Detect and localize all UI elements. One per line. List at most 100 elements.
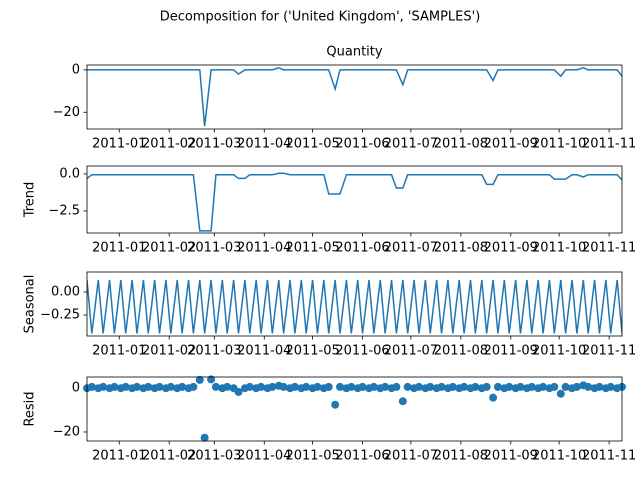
x-tick-label: 2011-06 bbox=[335, 449, 389, 464]
resid-point bbox=[87, 382, 96, 391]
resid-point bbox=[302, 382, 311, 391]
resid-point bbox=[268, 382, 277, 391]
resid-point bbox=[471, 382, 480, 391]
resid-point bbox=[437, 382, 446, 391]
x-tick-label: 2011-05 bbox=[285, 137, 339, 152]
x-tick-label: 2011-03 bbox=[187, 344, 241, 359]
x-tick-label: 2011-01 bbox=[92, 344, 146, 359]
x-tick-label: 2011-07 bbox=[384, 241, 438, 256]
resid-point bbox=[381, 382, 390, 391]
resid-point bbox=[493, 382, 502, 391]
x-tick-label: 2011-05 bbox=[285, 449, 339, 464]
x-tick-label: 2011-05 bbox=[285, 344, 339, 359]
resid-point bbox=[189, 382, 198, 391]
x-tick-label: 2011-11 bbox=[582, 449, 636, 464]
resid-point bbox=[223, 382, 232, 391]
resid-point bbox=[561, 382, 570, 391]
x-tick-label: 2011-06 bbox=[335, 344, 389, 359]
resid-point bbox=[347, 382, 356, 391]
y-tick-label: 0.00 bbox=[51, 284, 80, 299]
x-tick-label: 2011-08 bbox=[434, 449, 488, 464]
x-tick-label: 2011-09 bbox=[484, 344, 538, 359]
x-tick-label: 2011-08 bbox=[434, 241, 488, 256]
resid-point bbox=[392, 382, 401, 391]
x-tick-label: 2011-09 bbox=[484, 241, 538, 256]
x-tick-label: 2011-06 bbox=[335, 137, 389, 152]
resid-point bbox=[110, 382, 119, 391]
x-tick-label: 2011-02 bbox=[142, 137, 196, 152]
resid-point bbox=[144, 382, 153, 391]
x-tick-label: 2011-11 bbox=[582, 344, 636, 359]
y-tick-label: 0 bbox=[72, 380, 80, 395]
resid-point bbox=[257, 382, 266, 391]
x-tick-label: 2011-09 bbox=[484, 137, 538, 152]
resid-point bbox=[121, 382, 130, 391]
axes-frame bbox=[86, 165, 623, 234]
x-tick-label: 2011-04 bbox=[237, 344, 291, 359]
x-tick-label: 2011-02 bbox=[142, 344, 196, 359]
resid-point bbox=[166, 382, 175, 391]
resid-point bbox=[482, 382, 491, 391]
figure-title: Decomposition for ('United Kingdom', 'SA… bbox=[160, 10, 481, 25]
resid-point bbox=[290, 382, 299, 391]
y-axis-label: Trend bbox=[23, 182, 38, 219]
resid-point bbox=[369, 382, 378, 391]
resid-point bbox=[403, 382, 412, 391]
resid-point bbox=[313, 382, 322, 391]
resid-point bbox=[460, 382, 469, 391]
x-tick-label: 2011-04 bbox=[237, 449, 291, 464]
x-tick-label: 2011-01 bbox=[92, 449, 146, 464]
axes-title: Quantity bbox=[326, 45, 382, 60]
resid-point bbox=[398, 397, 407, 406]
resid-point bbox=[606, 382, 615, 391]
resid-point bbox=[324, 382, 333, 391]
resid-point bbox=[489, 393, 498, 402]
resid-point bbox=[505, 382, 514, 391]
axes-frame bbox=[86, 64, 623, 130]
resid-point bbox=[448, 382, 457, 391]
series-line bbox=[87, 279, 622, 334]
x-tick-label: 2011-08 bbox=[434, 344, 488, 359]
x-tick-label: 2011-03 bbox=[187, 449, 241, 464]
resid-point bbox=[207, 375, 216, 384]
x-tick-label: 2011-04 bbox=[237, 241, 291, 256]
series-line bbox=[87, 172, 622, 232]
x-tick-label: 2011-01 bbox=[92, 241, 146, 256]
y-tick-label: 0 bbox=[72, 62, 80, 77]
resid-point bbox=[595, 382, 604, 391]
resid-point bbox=[414, 382, 423, 391]
resid-point bbox=[211, 382, 220, 391]
y-tick-label: −2.5 bbox=[48, 203, 80, 218]
axes-frame bbox=[86, 271, 623, 337]
y-tick-label: −20 bbox=[53, 424, 80, 439]
x-tick-label: 2011-10 bbox=[532, 344, 586, 359]
resid-point bbox=[99, 382, 108, 391]
resid-point bbox=[426, 382, 435, 391]
resid-point bbox=[556, 389, 565, 398]
x-tick-label: 2011-03 bbox=[187, 241, 241, 256]
x-tick-label: 2011-07 bbox=[384, 344, 438, 359]
x-tick-label: 2011-05 bbox=[285, 241, 339, 256]
x-tick-label: 2011-07 bbox=[384, 137, 438, 152]
resid-point bbox=[527, 382, 536, 391]
series-line bbox=[87, 66, 622, 127]
x-tick-label: 2011-07 bbox=[384, 449, 438, 464]
x-tick-label: 2011-10 bbox=[532, 449, 586, 464]
resid-point bbox=[358, 382, 367, 391]
y-axis-label: Resid bbox=[23, 391, 38, 426]
y-tick-label: −0.25 bbox=[40, 308, 80, 323]
resid-point bbox=[335, 382, 344, 391]
resid-point bbox=[584, 382, 593, 391]
resid-point bbox=[279, 382, 288, 391]
y-axis-label: Seasonal bbox=[23, 275, 38, 334]
resid-point bbox=[550, 382, 559, 391]
resid-point bbox=[178, 382, 187, 391]
resid-point bbox=[200, 433, 209, 442]
resid-point bbox=[155, 382, 164, 391]
resid-point bbox=[331, 400, 340, 409]
x-tick-label: 2011-02 bbox=[142, 449, 196, 464]
x-tick-label: 2011-01 bbox=[92, 137, 146, 152]
x-tick-label: 2011-08 bbox=[434, 137, 488, 152]
x-tick-label: 2011-10 bbox=[532, 137, 586, 152]
